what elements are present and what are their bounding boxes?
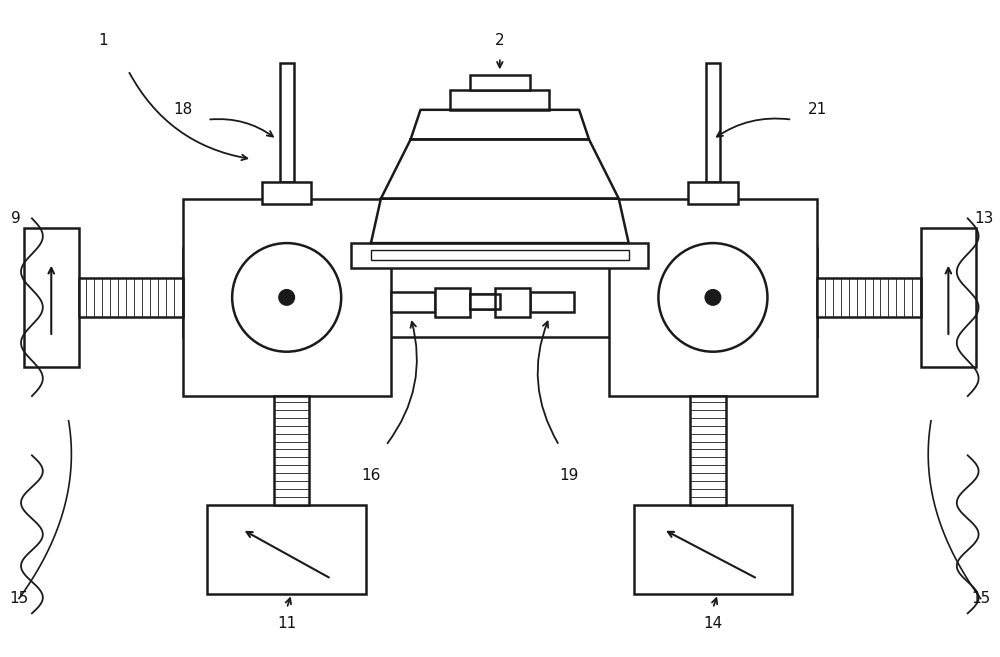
Bar	[280, 64, 294, 182]
Text: 19: 19	[560, 468, 579, 483]
Text: 21: 21	[807, 102, 827, 118]
Bar	[530, 292, 574, 312]
Text: 2: 2	[495, 34, 505, 48]
Bar	[79, 278, 183, 317]
Polygon shape	[411, 110, 589, 139]
Bar	[706, 64, 720, 182]
Circle shape	[658, 243, 767, 351]
Text: 9: 9	[11, 211, 21, 226]
Polygon shape	[371, 198, 629, 243]
Bar	[262, 182, 311, 204]
Text: 18: 18	[173, 102, 192, 118]
Bar	[371, 250, 629, 260]
Circle shape	[279, 290, 295, 306]
Bar	[470, 294, 495, 309]
Text: 16: 16	[361, 468, 381, 483]
Text: 14: 14	[703, 616, 723, 631]
Bar	[470, 294, 500, 309]
Text: 1: 1	[98, 34, 108, 48]
Bar	[470, 76, 530, 90]
Bar	[921, 228, 976, 367]
Circle shape	[705, 290, 721, 306]
Bar	[817, 278, 921, 317]
Text: 11: 11	[277, 616, 296, 631]
Bar	[495, 288, 530, 317]
Bar	[183, 248, 817, 337]
Bar	[24, 228, 79, 367]
Bar	[391, 292, 435, 312]
Bar	[207, 505, 366, 593]
Bar	[183, 198, 391, 396]
Bar	[351, 243, 648, 268]
Bar	[274, 396, 309, 505]
Text: 15: 15	[9, 591, 29, 606]
Text: 15: 15	[971, 591, 990, 606]
Circle shape	[232, 243, 341, 351]
Bar	[435, 288, 470, 317]
Bar	[634, 505, 792, 593]
Bar	[609, 198, 817, 396]
Polygon shape	[381, 139, 619, 198]
Bar	[690, 396, 726, 505]
Text: 13: 13	[974, 211, 993, 226]
Bar	[450, 90, 549, 110]
Bar	[688, 182, 738, 204]
